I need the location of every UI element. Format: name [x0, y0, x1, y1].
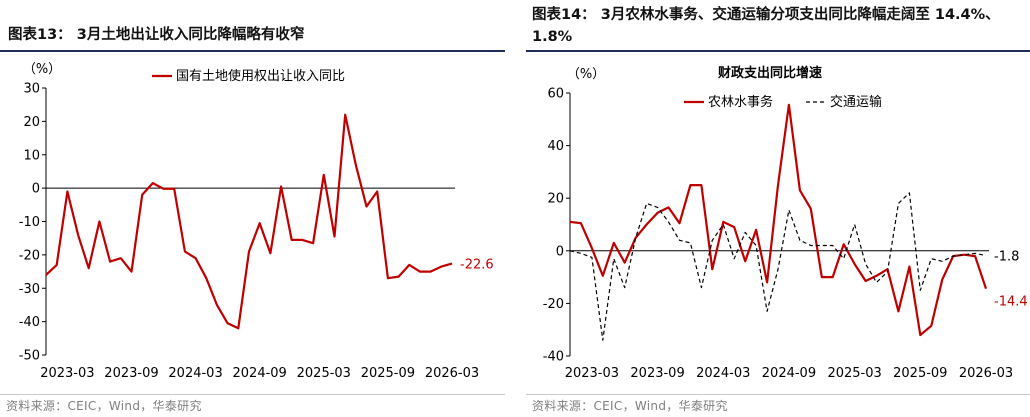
legend-label: 国有土地使用权出让收入同比: [176, 68, 345, 84]
x-tick-label: 2026-03: [959, 366, 1013, 381]
y-tick-label: 0: [32, 182, 40, 197]
series-line-2: [569, 192, 987, 341]
x-tick-label: 2025-03: [827, 366, 881, 381]
series-line-1: [45, 113, 453, 330]
legend-label: 交通运输: [830, 94, 882, 110]
y-tick-label: 20: [547, 192, 564, 207]
y-tick-label: -40: [19, 315, 40, 330]
y-tick-label: -20: [543, 297, 564, 312]
right-panel: 图表14： 3月农林水事务、交通运输分项支出同比降幅走阔至 14.4%、1.8%…: [526, 0, 1030, 417]
y-tick-label: 40: [547, 139, 564, 154]
y-tick-label: -50: [19, 349, 40, 364]
panel-title: 图表14： 3月农林水事务、交通运输分项支出同比降幅走阔至 14.4%、1.8%: [532, 7, 1000, 45]
x-tick-label: 2025-03: [297, 366, 351, 381]
bottom-rule: [0, 394, 505, 395]
x-tick-label: 2023-09: [630, 366, 684, 381]
y-tick-label: -30: [19, 282, 40, 297]
x-tick-label: 2024-09: [762, 366, 816, 381]
source-note: 资料来源：CEIC，Wind，华泰研究: [6, 399, 202, 413]
y-tick-label: 0: [556, 244, 564, 259]
y-tick-label: -10: [19, 215, 40, 230]
panel-title: 图表13： 3月土地出让收入同比降幅略有收窄: [8, 27, 305, 43]
x-tick-label: 2023-03: [40, 366, 94, 381]
end-value-label: -14.4: [994, 295, 1028, 310]
left-panel: 图表13： 3月土地出让收入同比降幅略有收窄 30 20 10 0 -10 -20 -30 -…: [0, 0, 505, 417]
x-tick-label: 2024-03: [696, 366, 750, 381]
bottom-rule: [526, 394, 1030, 395]
title-rule: [0, 50, 505, 52]
x-tick-label: 2025-09: [361, 366, 415, 381]
y-tick-label: 20: [23, 115, 40, 130]
x-tick-label: 2023-03: [565, 366, 619, 381]
end-value-label: -22.6: [460, 258, 494, 273]
y-tick-label: -40: [543, 350, 564, 365]
legend-label: 农林水事务: [708, 94, 773, 110]
x-tick-label: 2024-03: [168, 366, 222, 381]
title-rule: [526, 50, 1030, 52]
end-value-label: -1.8: [994, 250, 1019, 265]
x-tick-label: 2023-09: [104, 366, 158, 381]
x-tick-label: 2026-03: [425, 366, 479, 381]
y-tick-label: 60: [547, 87, 564, 102]
unit-label: （%）: [23, 62, 61, 77]
y-tick-label: -20: [19, 248, 40, 263]
unit-label: （%）: [567, 67, 605, 82]
chart-title: 财政支出同比增速: [718, 65, 822, 81]
x-tick-label: 2024-09: [233, 366, 287, 381]
series-line-1: [569, 103, 988, 337]
y-tick-label: 30: [23, 82, 40, 97]
x-tick-label: 2025-09: [893, 366, 947, 381]
y-tick-label: 10: [23, 148, 40, 163]
source-note: 资料来源：CEIC，Wind，华泰研究: [532, 399, 728, 413]
